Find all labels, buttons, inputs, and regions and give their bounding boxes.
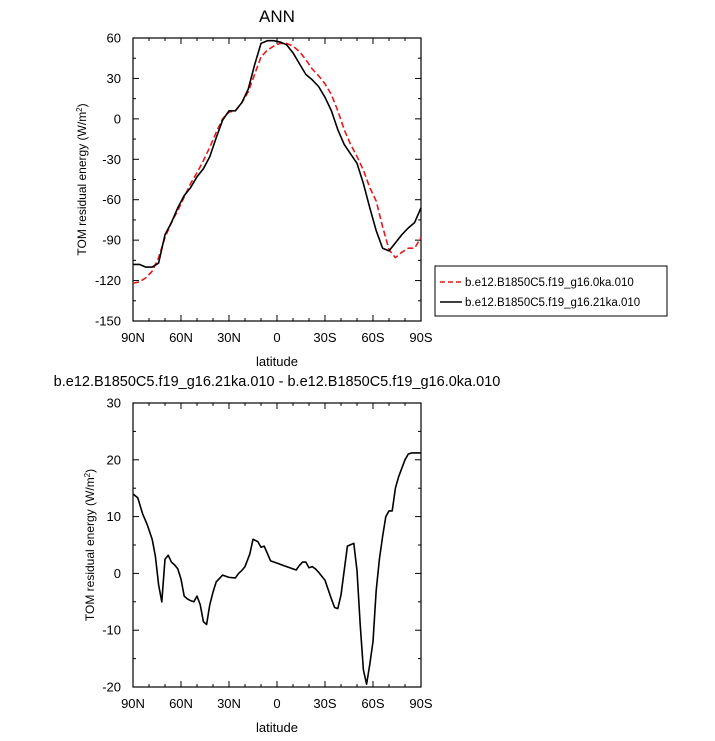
top-chart-ylabel-sup: 2 <box>75 107 84 112</box>
top-chart-panel: ANN TOM residual energy (W/m2) latitude … <box>75 7 668 369</box>
bottom-x-tick-label: 60S <box>361 696 384 711</box>
legend-label-21ka: b.e12.B1850C5.f19_g16.21ka.010 <box>465 297 640 309</box>
bottom-y-tick-label: -10 <box>102 623 121 638</box>
bottom-y-tick-label: 0 <box>114 566 121 581</box>
legend-box <box>434 265 668 317</box>
legend-label-0ka: b.e12.B1850C5.f19_g16.0ka.010 <box>465 277 634 289</box>
top-plot-frame <box>132 37 422 322</box>
top-y-tick-label: 0 <box>114 111 121 126</box>
top-x-tick-label: 90N <box>121 330 145 345</box>
bottom-chart-ylabel-main: TOM residual energy (W/m <box>83 477 97 621</box>
top-chart-ylabel: TOM residual energy (W/m2) <box>75 103 90 255</box>
top-x-tick-label: 0 <box>273 330 280 345</box>
bottom-x-tick-label: 0 <box>273 696 280 711</box>
top-chart-xlabel: latitude <box>256 354 298 369</box>
top-y-tick-label: -30 <box>102 152 121 167</box>
bottom-chart-panel: b.e12.B1850C5.f19_g16.21ka.010 - b.e12.B… <box>54 374 501 735</box>
top-x-tick-label: 60S <box>361 330 384 345</box>
top-chart-ylabel-main: TOM residual energy (W/m <box>75 112 89 256</box>
bottom-y-tick-label: 10 <box>107 509 121 524</box>
top-y-tick-label: 30 <box>107 71 121 86</box>
bottom-y-tick-label: 30 <box>107 396 121 411</box>
top-series-line-1 <box>133 39 422 268</box>
top-x-tick-label: 30S <box>313 330 336 345</box>
top-y-tick-label: -90 <box>102 233 121 248</box>
top-x-tick-label: 60N <box>169 330 193 345</box>
top-y-tick-label: -120 <box>95 273 121 288</box>
top-x-tick-label: 30N <box>217 330 241 345</box>
bottom-x-tick-label: 30N <box>217 696 241 711</box>
bottom-x-tick-label: 90S <box>409 696 432 711</box>
bottom-x-tick-label: 90N <box>121 696 145 711</box>
bottom-x-tick-label: 60N <box>169 696 193 711</box>
top-chart-ylabel-close: ) <box>75 103 89 107</box>
top-x-tick-label: 90S <box>409 330 432 345</box>
bottom-series-line-0 <box>132 452 421 685</box>
top-chart-legend: b.e12.B1850C5.f19_g16.0ka.010 b.e12.B185… <box>434 265 668 317</box>
bottom-chart-xlabel: latitude <box>256 720 298 735</box>
bottom-chart-title: b.e12.B1850C5.f19_g16.21ka.010 - b.e12.B… <box>54 374 501 390</box>
bottom-plot-frame <box>132 402 422 688</box>
top-y-tick-label: 60 <box>107 31 121 46</box>
bottom-chart-ylabel: TOM residual energy (W/m2) <box>83 469 98 621</box>
bottom-chart-ylabel-close: ) <box>83 469 97 473</box>
bottom-chart-ylabel-sup: 2 <box>83 472 92 477</box>
top-chart-title: ANN <box>259 7 295 26</box>
bottom-y-tick-label: -20 <box>102 680 121 695</box>
top-y-tick-label: -150 <box>95 314 121 329</box>
bottom-y-tick-label: 20 <box>107 452 121 467</box>
bottom-x-tick-label: 30S <box>313 696 336 711</box>
top-y-tick-label: -60 <box>102 192 121 207</box>
top-series-line-0 <box>132 42 422 285</box>
